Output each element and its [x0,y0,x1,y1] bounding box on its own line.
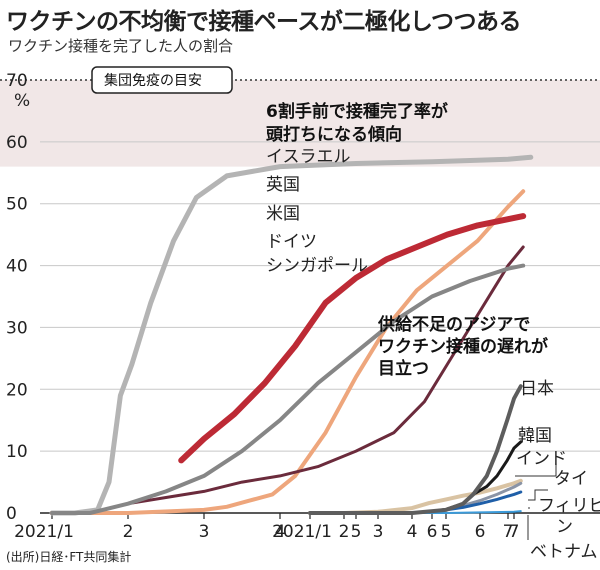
y-tick-label: 50 [6,195,28,215]
series-label-singapore: シンガポール [266,256,368,276]
series-line-uk [50,189,526,515]
series-label-israel: イスラエル [266,147,351,167]
left-x-tick-label: 7 [503,522,514,542]
series-label-germany: ドイツ [266,232,317,252]
left-x-tick-label: 2 [123,522,134,542]
source-note: (出所)日経･FT共同集計 [6,550,132,564]
right-annotation-line: 供給不足のアジアで [377,314,530,335]
left-x-tick-label: 4 [275,522,286,542]
label-leader-line [528,489,548,501]
series-line-singapore [50,263,526,515]
y-tick-label: 70 [6,71,28,91]
left-x-tick-label: 6 [427,522,438,542]
series-label-philippines-line1: フィリピ [538,496,600,516]
right-annotation-line: ワクチン接種の遅れが [378,336,548,357]
right-annotation-line: 目立つ [378,358,429,379]
y-axis-unit: % [14,91,30,111]
right-x-tick-label: 4 [407,522,418,542]
right-x-tick-label: 3 [373,522,384,542]
right-x-tick-label: 6 [475,522,486,542]
y-tick-label: 30 [6,318,28,338]
right-x-tick-label: 5 [441,522,452,542]
chart-title: ワクチンの不均衡で接種ペースが二極化しつつある [6,9,521,35]
series-line-us [178,213,527,464]
left-x-tick-label: 2021/1 [14,522,74,542]
y-tick-label: 40 [6,257,28,277]
left-x-tick-label: 3 [199,522,210,542]
series-label-us: 米国 [266,204,300,224]
chart-subtitle: ワクチン接種を完了した人の割合 [8,37,234,55]
series-label-philippines-line2: ン [556,517,573,537]
y-tick-label: 0 [6,504,17,524]
series-label-vietnam: ベトナム [530,542,598,562]
series-label-japan: 日本 [520,379,554,399]
label-leader-line [515,462,557,477]
herd-immunity-label-box [91,66,233,94]
y-tick-label: 60 [6,133,28,153]
series-label-philippines: フィリピン [538,496,600,537]
series-label-thailand: タイ [554,469,588,489]
right-x-tick-label: 7 [509,522,520,542]
series-line-israel [49,154,534,516]
left-annotation-line: 6割手前で接種完了率が [266,101,448,122]
series-line-philippines [308,490,523,515]
series-label-india: インド [516,449,567,469]
y-tick-label: 20 [6,380,28,400]
left-annotation-line: 頭打ちになる傾向 [266,124,402,145]
y-tick-label: 10 [6,442,28,462]
series-line-japan [308,384,523,515]
herd-immunity-label: 集団免疫の目安 [104,72,202,89]
series-label-korea: 韓国 [518,426,552,446]
right-x-tick-label: 2021/1 [272,522,332,542]
herd-immunity-band [0,80,600,167]
left-x-tick-label: 5 [351,522,362,542]
right-x-tick-label: 2 [339,522,350,542]
series-label-uk: 英国 [266,175,300,195]
series-line-germany [50,245,525,515]
